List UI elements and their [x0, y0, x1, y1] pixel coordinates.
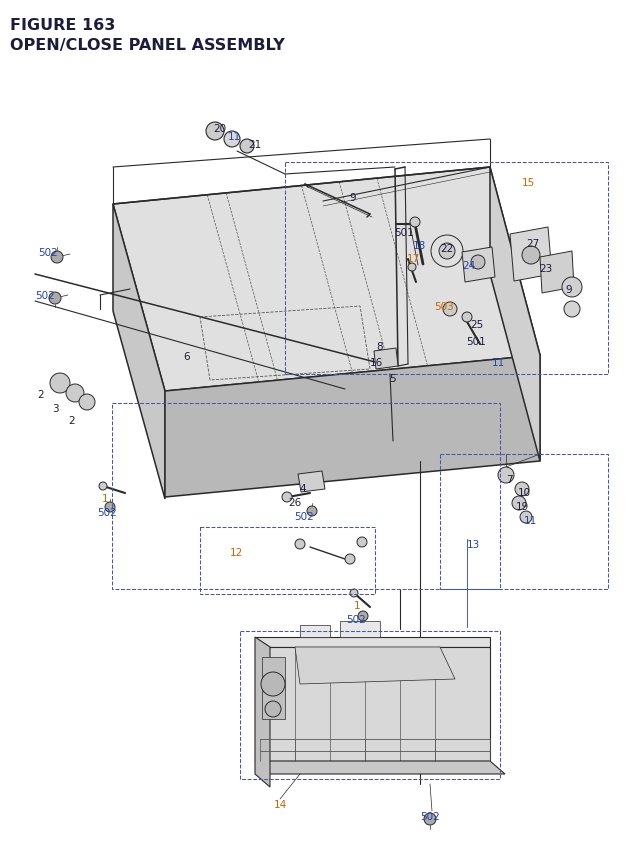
- Circle shape: [295, 539, 305, 549]
- Polygon shape: [113, 168, 540, 392]
- Polygon shape: [490, 168, 540, 461]
- Circle shape: [462, 313, 472, 323]
- Text: 24: 24: [462, 261, 476, 270]
- Text: 6: 6: [183, 351, 189, 362]
- Text: 20: 20: [213, 124, 226, 133]
- Text: 14: 14: [274, 799, 287, 809]
- Text: 502: 502: [97, 507, 116, 517]
- Text: 19: 19: [516, 501, 529, 511]
- Circle shape: [282, 492, 292, 503]
- Circle shape: [498, 468, 514, 483]
- Circle shape: [515, 482, 529, 497]
- Text: 7: 7: [506, 474, 513, 485]
- Polygon shape: [295, 647, 455, 684]
- Text: FIGURE 163: FIGURE 163: [10, 18, 115, 33]
- Text: 9: 9: [349, 193, 356, 202]
- Text: 17: 17: [407, 254, 420, 263]
- Text: 1: 1: [354, 600, 360, 610]
- Circle shape: [99, 482, 107, 491]
- Text: 13: 13: [467, 539, 480, 549]
- Text: 11: 11: [228, 132, 241, 142]
- Text: OPEN/CLOSE PANEL ASSEMBLY: OPEN/CLOSE PANEL ASSEMBLY: [10, 38, 285, 53]
- Circle shape: [431, 236, 463, 268]
- Text: 4: 4: [299, 483, 306, 493]
- Bar: [440, 455, 608, 589]
- Polygon shape: [300, 625, 330, 637]
- Circle shape: [224, 132, 240, 148]
- Text: 23: 23: [539, 263, 552, 274]
- Text: 27: 27: [526, 238, 540, 249]
- Text: 21: 21: [248, 139, 261, 150]
- Text: 503: 503: [434, 301, 454, 312]
- Polygon shape: [255, 637, 490, 647]
- Text: 1: 1: [102, 493, 109, 504]
- Circle shape: [512, 497, 526, 511]
- Circle shape: [350, 589, 358, 598]
- Polygon shape: [255, 647, 490, 761]
- Text: 22: 22: [440, 244, 453, 254]
- Text: 16: 16: [370, 357, 383, 368]
- Text: 501: 501: [394, 228, 413, 238]
- Circle shape: [66, 385, 84, 403]
- Bar: [200, 528, 375, 594]
- Text: 11: 11: [492, 357, 505, 368]
- Circle shape: [105, 503, 115, 512]
- Polygon shape: [298, 472, 325, 492]
- Polygon shape: [262, 657, 285, 719]
- Text: 9: 9: [565, 285, 572, 294]
- Text: 10: 10: [518, 487, 531, 498]
- Text: 502: 502: [35, 291, 55, 300]
- Circle shape: [410, 218, 420, 228]
- Polygon shape: [340, 622, 380, 637]
- Text: 18: 18: [413, 241, 426, 251]
- Polygon shape: [374, 349, 398, 369]
- Bar: [285, 163, 608, 375]
- Text: 502: 502: [420, 811, 440, 821]
- Circle shape: [520, 511, 532, 523]
- Polygon shape: [255, 637, 270, 787]
- Text: 3: 3: [52, 404, 59, 413]
- Text: 501: 501: [466, 337, 486, 347]
- Text: 502: 502: [346, 614, 365, 624]
- Circle shape: [50, 374, 70, 393]
- Text: 12: 12: [230, 548, 243, 557]
- Circle shape: [307, 506, 317, 517]
- Bar: [112, 404, 500, 589]
- Circle shape: [79, 394, 95, 411]
- Text: 502: 502: [294, 511, 314, 522]
- Text: 2: 2: [68, 416, 75, 425]
- Circle shape: [265, 701, 281, 717]
- Circle shape: [358, 611, 368, 622]
- Polygon shape: [255, 761, 505, 774]
- Circle shape: [240, 139, 254, 154]
- Circle shape: [261, 672, 285, 697]
- Text: 11: 11: [524, 516, 537, 525]
- Text: 26: 26: [288, 498, 301, 507]
- Circle shape: [443, 303, 457, 317]
- Circle shape: [206, 123, 224, 141]
- Text: 5: 5: [389, 374, 396, 383]
- Circle shape: [562, 278, 582, 298]
- Text: 2: 2: [37, 389, 44, 400]
- Text: 25: 25: [470, 319, 483, 330]
- Polygon shape: [165, 356, 540, 498]
- Circle shape: [357, 537, 367, 548]
- Circle shape: [439, 244, 455, 260]
- Polygon shape: [462, 248, 495, 282]
- Polygon shape: [113, 205, 165, 499]
- Polygon shape: [540, 251, 574, 294]
- Circle shape: [49, 293, 61, 305]
- Circle shape: [51, 251, 63, 263]
- Text: 15: 15: [522, 177, 535, 188]
- Circle shape: [424, 813, 436, 825]
- Text: 8: 8: [376, 342, 383, 351]
- Circle shape: [564, 301, 580, 318]
- Bar: [240, 631, 500, 779]
- Polygon shape: [510, 228, 552, 282]
- Text: 502: 502: [38, 248, 58, 257]
- Circle shape: [345, 554, 355, 564]
- Circle shape: [522, 247, 540, 264]
- Circle shape: [408, 263, 416, 272]
- Circle shape: [471, 256, 485, 269]
